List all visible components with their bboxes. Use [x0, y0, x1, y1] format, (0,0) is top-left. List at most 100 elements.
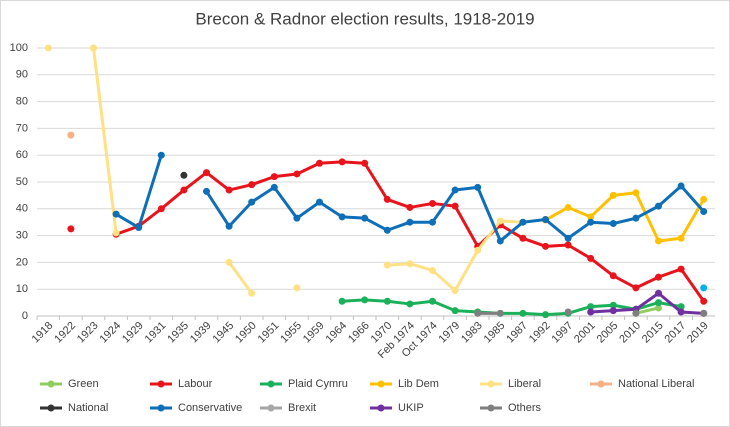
- data-point: [655, 237, 662, 245]
- legend-marker: [377, 380, 385, 388]
- data-point: [474, 246, 482, 254]
- y-tick-label: 50: [16, 176, 28, 188]
- data-point: [655, 304, 662, 312]
- data-point: [248, 289, 256, 297]
- data-point: [135, 224, 143, 232]
- data-point: [655, 289, 662, 297]
- data-point: [677, 303, 685, 311]
- data-point: [225, 258, 233, 266]
- data-point: [519, 309, 527, 317]
- y-tick-label: 40: [16, 203, 28, 215]
- data-point: [361, 296, 369, 304]
- data-point: [496, 237, 504, 245]
- data-point: [383, 195, 391, 203]
- legend-marker: [47, 380, 55, 388]
- data-point: [474, 309, 482, 317]
- legend-marker: [47, 404, 55, 412]
- data-point: [496, 217, 504, 225]
- data-point: [655, 299, 662, 307]
- data-point: [316, 198, 323, 206]
- data-point: [157, 151, 165, 159]
- data-point: [406, 260, 414, 268]
- y-tick-label: 0: [22, 310, 28, 322]
- data-point: [609, 191, 617, 199]
- series-line: [342, 298, 682, 317]
- legend-marker: [487, 380, 495, 388]
- data-point: [632, 189, 640, 197]
- series-line: [590, 291, 704, 315]
- data-point: [700, 297, 708, 305]
- y-tick-label: 20: [16, 256, 28, 268]
- legend-label: Others: [508, 402, 542, 414]
- data-point: [451, 287, 459, 295]
- data-point: [542, 216, 549, 224]
- data-point: [655, 202, 662, 210]
- legend-marker: [377, 404, 385, 412]
- legend-label: National: [68, 402, 108, 414]
- data-point: [90, 44, 97, 52]
- data-point: [157, 205, 165, 213]
- legend-label: Labour: [178, 378, 213, 390]
- data-point: [564, 234, 572, 242]
- data-point: [451, 202, 459, 210]
- data-point: [700, 309, 708, 317]
- data-point: [632, 214, 640, 222]
- data-point: [383, 297, 391, 305]
- data-point: [112, 210, 120, 218]
- y-tick-label: 90: [16, 69, 28, 81]
- data-point: [429, 266, 436, 274]
- data-point: [270, 183, 278, 191]
- data-point: [429, 297, 436, 305]
- data-point: [564, 308, 572, 316]
- legend-marker: [487, 404, 495, 412]
- data-point: [316, 159, 323, 167]
- series-line: [544, 191, 705, 243]
- legend-label: Plaid Cymru: [288, 378, 348, 390]
- data-point: [180, 186, 188, 194]
- data-point: [587, 308, 595, 316]
- data-point: [677, 182, 685, 190]
- data-point: [700, 195, 708, 203]
- data-point: [587, 213, 595, 221]
- data-point: [542, 242, 549, 250]
- data-point: [67, 131, 75, 139]
- data-point: [632, 309, 640, 317]
- data-point: [270, 173, 278, 181]
- data-point: [338, 213, 346, 221]
- data-point: [293, 214, 301, 222]
- legend-marker: [267, 404, 275, 412]
- legend-label: Liberal: [508, 378, 541, 390]
- data-point: [496, 309, 504, 317]
- legend-label: Lib Dem: [398, 378, 439, 390]
- data-point: [112, 229, 120, 237]
- data-point: [338, 297, 346, 305]
- data-point: [677, 234, 685, 242]
- data-point: [248, 198, 256, 206]
- chart-title: Brecon & Radnor election results, 1918-2…: [195, 9, 534, 28]
- data-point: [655, 273, 662, 281]
- data-point: [587, 303, 595, 311]
- data-point: [700, 207, 708, 215]
- data-point: [67, 225, 75, 233]
- y-tick-label: 10: [16, 283, 28, 295]
- data-point: [225, 186, 233, 194]
- data-point: [429, 199, 436, 207]
- data-point: [677, 308, 685, 316]
- data-point: [542, 311, 549, 319]
- data-point: [564, 241, 572, 249]
- legend-label: Conservative: [178, 402, 242, 414]
- y-tick-label: 60: [16, 149, 28, 161]
- data-point: [44, 44, 52, 52]
- y-tick-label: 70: [16, 122, 28, 134]
- legend-label: Brexit: [288, 402, 316, 414]
- series-line: [635, 306, 659, 315]
- data-point: [451, 186, 459, 194]
- data-point: [293, 170, 301, 178]
- data-point: [180, 171, 188, 179]
- legend-marker: [267, 380, 275, 388]
- data-point: [203, 187, 210, 195]
- data-point: [429, 218, 436, 226]
- data-point: [406, 300, 414, 308]
